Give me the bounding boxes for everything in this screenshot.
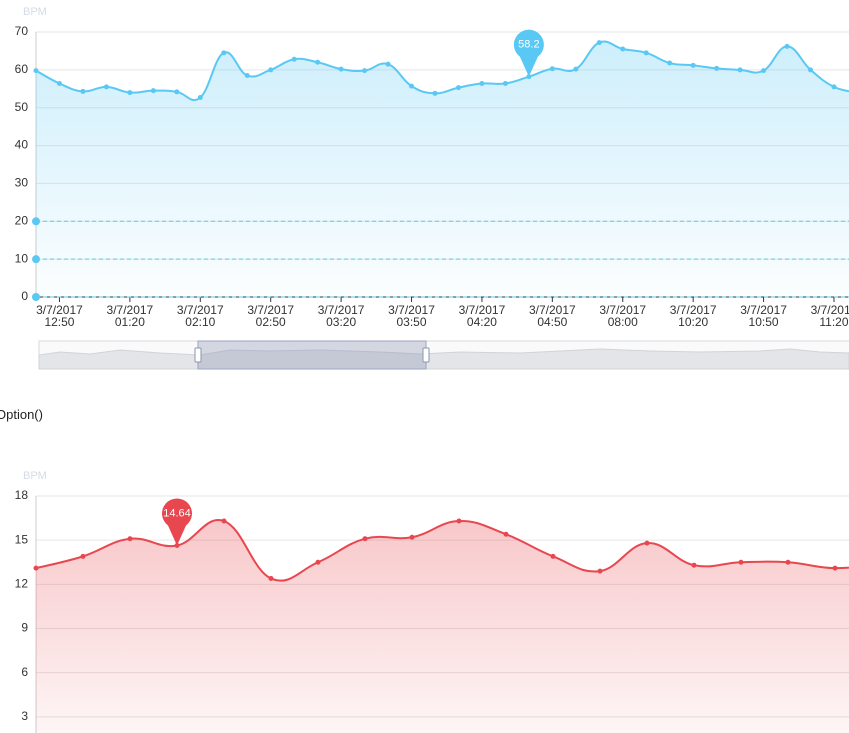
point bbox=[691, 562, 697, 568]
point bbox=[502, 80, 508, 86]
point bbox=[33, 68, 39, 74]
y-tick-label: 0 bbox=[21, 289, 28, 303]
point bbox=[56, 80, 62, 86]
point bbox=[315, 59, 321, 65]
y-tick-label: 10 bbox=[15, 251, 29, 265]
point bbox=[643, 50, 649, 56]
area bbox=[36, 41, 849, 297]
point bbox=[150, 88, 156, 94]
point bbox=[362, 68, 368, 74]
mark-point-label: 14.64 bbox=[163, 507, 191, 519]
y-tick-label: 3 bbox=[21, 709, 28, 723]
point bbox=[197, 94, 203, 100]
y-tick-label: 60 bbox=[15, 62, 29, 76]
x-tick-label: 3/7/2017 03:50 bbox=[388, 303, 435, 329]
point bbox=[620, 46, 626, 52]
y-tick-label: 6 bbox=[21, 665, 28, 679]
point bbox=[808, 67, 814, 73]
point bbox=[80, 88, 86, 94]
x-tick-label: 3/7/2017 04:50 bbox=[528, 303, 576, 329]
point bbox=[573, 66, 579, 72]
point bbox=[268, 575, 274, 581]
x-tick-label: 3/7/2017 10:20 bbox=[669, 303, 717, 329]
point bbox=[690, 62, 696, 68]
y-tick-label: 15 bbox=[15, 532, 29, 546]
point bbox=[784, 43, 790, 49]
point bbox=[597, 568, 603, 574]
y-tick-label: 18 bbox=[15, 488, 29, 502]
point bbox=[103, 84, 109, 90]
mark-point bbox=[162, 498, 193, 546]
y-tick-label: 12 bbox=[15, 577, 29, 591]
point bbox=[221, 50, 227, 56]
point bbox=[385, 61, 391, 67]
x-tick-label: 3/7/2017 12:50 bbox=[36, 303, 83, 329]
x-tick-label: 3/7/2017 02:10 bbox=[176, 303, 224, 329]
point bbox=[362, 536, 368, 542]
zoom-handle bbox=[422, 347, 430, 363]
point bbox=[785, 559, 791, 565]
y-tick-label: 9 bbox=[21, 621, 28, 635]
point bbox=[479, 80, 485, 86]
x-tick-label: 3/7/2017 11:20 bbox=[810, 303, 849, 329]
y-tick-label: 40 bbox=[15, 138, 29, 152]
point bbox=[268, 67, 274, 73]
area bbox=[36, 520, 849, 733]
x-tick-label: 3/7/2017 04:20 bbox=[458, 303, 506, 329]
y-tick-label: 50 bbox=[15, 100, 29, 114]
zoom-window bbox=[197, 340, 427, 370]
point bbox=[455, 85, 461, 91]
point bbox=[503, 531, 509, 537]
x-tick-label: 3/7/2017 01:20 bbox=[106, 303, 154, 329]
point bbox=[409, 83, 415, 89]
zoom-handle bbox=[194, 347, 202, 363]
caption: Option() bbox=[0, 407, 43, 422]
zoom-shadow bbox=[38, 348, 849, 370]
y-axis-name: BPM bbox=[23, 6, 47, 18]
point bbox=[644, 540, 650, 546]
point bbox=[291, 56, 297, 62]
point bbox=[761, 68, 767, 74]
point bbox=[550, 553, 556, 559]
point bbox=[432, 90, 438, 96]
point bbox=[409, 534, 415, 540]
point bbox=[737, 67, 743, 73]
x-tick-label: 3/7/2017 10:50 bbox=[740, 303, 787, 329]
y-tick-label: 30 bbox=[15, 176, 29, 190]
point bbox=[738, 559, 744, 565]
mark-point-label: 58.2 bbox=[518, 39, 539, 51]
point bbox=[456, 518, 462, 524]
point bbox=[127, 536, 133, 542]
point bbox=[33, 565, 39, 571]
point bbox=[714, 65, 720, 71]
x-tick-label: 3/7/2017 02:50 bbox=[247, 303, 295, 329]
point bbox=[338, 66, 344, 72]
point bbox=[127, 90, 133, 96]
point bbox=[549, 66, 555, 72]
point bbox=[596, 40, 602, 46]
point bbox=[832, 565, 838, 571]
point bbox=[174, 89, 180, 95]
point bbox=[315, 559, 321, 565]
y-tick-label: 20 bbox=[15, 213, 29, 227]
point bbox=[80, 553, 86, 559]
point bbox=[244, 73, 250, 79]
x-tick-label: 3/7/2017 08:00 bbox=[599, 303, 647, 329]
point bbox=[221, 518, 227, 524]
y-axis-name: BPM bbox=[23, 470, 47, 482]
mark-point bbox=[513, 29, 544, 77]
point bbox=[831, 84, 837, 90]
x-tick-label: 3/7/2017 03:20 bbox=[317, 303, 365, 329]
y-tick-label: 70 bbox=[15, 24, 29, 38]
point bbox=[667, 60, 673, 66]
